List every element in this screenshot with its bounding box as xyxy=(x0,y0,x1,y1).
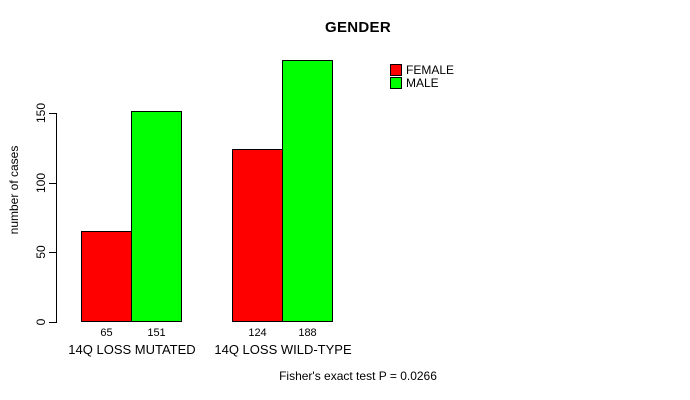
y-axis-tick xyxy=(49,322,56,323)
bar-male-group2 xyxy=(282,59,333,322)
bar-female-group2 xyxy=(232,149,283,322)
legend-swatch-male xyxy=(390,77,402,89)
y-axis-tick xyxy=(49,112,56,114)
bar-male-group1 xyxy=(131,111,182,322)
y-tick-label: 50 xyxy=(34,245,48,259)
legend-label: MALE xyxy=(406,76,439,90)
y-axis-tick xyxy=(49,252,56,254)
legend-swatch-female xyxy=(390,64,402,76)
y-tick-label: 100 xyxy=(34,172,48,193)
bar-value-label: 124 xyxy=(248,327,267,339)
chart-title: GENDER xyxy=(325,19,391,36)
legend-item: MALE xyxy=(390,76,454,90)
legend: FEMALE MALE xyxy=(390,63,455,91)
y-axis-title: number of cases xyxy=(7,145,21,235)
annotation-text: Fisher's exact test P = 0.0266 xyxy=(279,369,437,383)
bar-value-label: 151 xyxy=(147,327,166,339)
bar-value-label: 65 xyxy=(100,327,113,339)
legend-label: FEMALE xyxy=(406,63,455,77)
x-category-label: 14Q LOSS MUTATED xyxy=(68,342,196,357)
bar-female-group1 xyxy=(81,231,132,322)
x-category-label: 14Q LOSS WILD-TYPE xyxy=(214,342,352,357)
y-tick-label: 150 xyxy=(34,102,48,123)
bar-value-label: 188 xyxy=(298,327,317,339)
y-tick-label: 0 xyxy=(34,318,48,326)
y-axis-tick xyxy=(49,182,56,184)
y-axis-line xyxy=(56,112,57,323)
legend-item: FEMALE xyxy=(390,63,455,77)
